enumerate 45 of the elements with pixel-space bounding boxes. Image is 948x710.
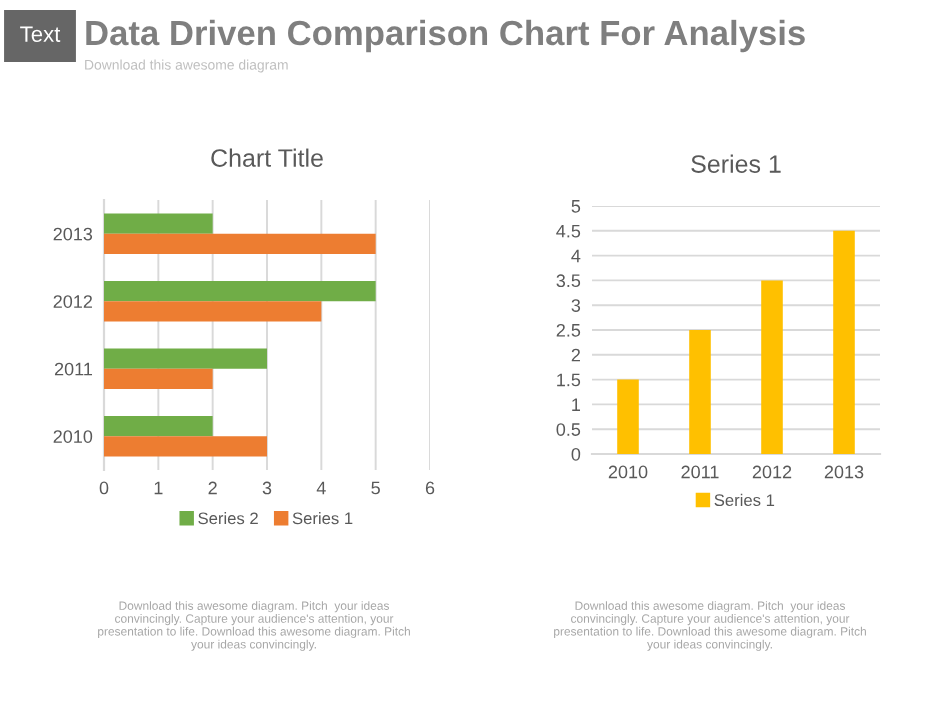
bar: [104, 348, 267, 369]
text: Text: [20, 26, 61, 42]
x-tick-label: 2: [208, 481, 217, 495]
bar: [104, 233, 376, 254]
legend-label: Series 1: [714, 493, 775, 507]
bar: [689, 330, 711, 454]
y-tick-label: 2012: [53, 295, 92, 308]
bar: [104, 416, 213, 437]
y-tick-label: 0: [571, 447, 581, 461]
y-tick-label: 0.5: [556, 423, 581, 436]
x-tick-label: 1: [154, 481, 163, 495]
bar: [104, 213, 213, 234]
legend-label: Series 1: [292, 512, 353, 525]
bar: [104, 281, 376, 302]
y-tick-label: 3: [571, 299, 581, 312]
x-tick-label: 2012: [752, 465, 792, 479]
y-tick-label: 1: [572, 398, 581, 411]
x-tick-label: 2011: [681, 465, 719, 479]
y-tick-label: 4: [571, 249, 581, 263]
text: Data Driven Comparison Chart For Analysis: [86, 19, 805, 53]
bar: [104, 368, 213, 389]
y-tick-label: 4.5: [556, 224, 581, 238]
y-tick-label: 2.5: [556, 323, 581, 337]
y-tick-label: 2011: [54, 362, 93, 376]
bar: [104, 301, 322, 322]
x-tick-label: 4: [316, 481, 326, 495]
chart-title: Chart Title: [211, 148, 323, 167]
y-tick-label: 5: [571, 200, 581, 213]
y-tick-label: 1.5: [557, 373, 581, 387]
x-tick-label: 3: [262, 481, 272, 495]
bar: [761, 280, 783, 454]
x-tick-label: 6: [425, 481, 435, 495]
legend-label: Series 2: [198, 512, 258, 525]
bar: [833, 230, 855, 454]
y-tick-label: 3.5: [556, 274, 581, 288]
x-tick-label: 0: [99, 481, 109, 495]
y-tick-label: 2010: [53, 430, 93, 443]
y-tick-label: 2013: [53, 227, 93, 241]
x-tick-label: 2013: [824, 465, 864, 479]
bar: [104, 436, 267, 457]
x-tick-label: 5: [371, 481, 380, 495]
x-tick-label: 2010: [608, 465, 648, 479]
chart-title: Series 1: [691, 154, 781, 173]
y-tick-label: 2: [571, 348, 580, 362]
bar: [617, 379, 639, 454]
